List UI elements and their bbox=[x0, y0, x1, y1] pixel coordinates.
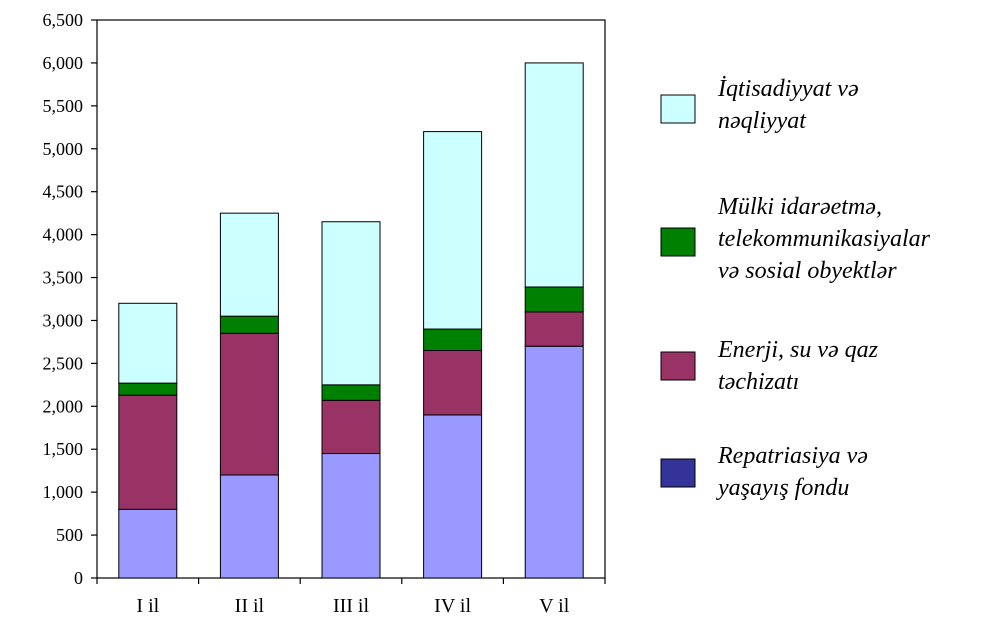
bar-segment bbox=[321, 399, 381, 455]
legend-item: Repatriasiya və yaşayış fondu bbox=[660, 443, 868, 501]
bar-segment bbox=[423, 350, 483, 416]
bar-segment bbox=[118, 508, 178, 579]
legend-label: təchizatı bbox=[718, 369, 799, 395]
legend-item: İqtisadiyyat və nəqliyyat bbox=[660, 76, 859, 134]
bar-segment bbox=[321, 453, 381, 579]
legend-item: Enerji, su və qaz təchizatı bbox=[660, 337, 879, 395]
bar-segment bbox=[118, 382, 178, 396]
bar-segment bbox=[219, 332, 279, 476]
y-tick-label: 4,000 bbox=[43, 225, 84, 245]
x-category-label: I il bbox=[136, 595, 159, 617]
y-tick-label: 6,500 bbox=[43, 10, 84, 30]
legend-item: Mülki idarəetmə, telekommunikasiyalar və s… bbox=[660, 194, 931, 284]
legend-swatch bbox=[660, 227, 696, 257]
bar-segment bbox=[219, 315, 279, 334]
y-axis: 0 500 1,000 1,500 2,000 2,500 3,000 3,500 4,000 4… bbox=[43, 10, 97, 588]
legend-label: İqtisadiyyat və bbox=[717, 76, 859, 102]
legend-label: Repatriasiya və bbox=[717, 443, 868, 469]
y-tick-label: 0 bbox=[74, 568, 83, 588]
bar-segment bbox=[321, 384, 381, 401]
y-tick-label: 1,500 bbox=[43, 439, 84, 459]
bar-segment bbox=[118, 302, 178, 384]
bar-segment bbox=[524, 345, 584, 579]
legend-swatch bbox=[660, 351, 696, 381]
bar-segment bbox=[423, 414, 483, 579]
y-tick-label: 2,000 bbox=[43, 396, 84, 416]
legend-swatch bbox=[660, 458, 696, 488]
bar-segment bbox=[524, 286, 584, 313]
y-tick-label: 6,000 bbox=[43, 53, 84, 73]
bar-segment bbox=[524, 62, 584, 288]
y-tick-label: 500 bbox=[56, 525, 83, 545]
y-tick-label: 5,500 bbox=[43, 96, 84, 116]
bar-segment bbox=[118, 394, 178, 510]
legend: İqtisadiyyat və nəqliyyat Mülki idarəetmə,… bbox=[660, 76, 931, 501]
plot-area: 0 500 1,000 1,500 2,000 2,500 3,000 3,500 4,000 4… bbox=[43, 10, 606, 617]
legend-label: və sosial obyektlər bbox=[718, 258, 897, 284]
y-tick-label: 3,500 bbox=[43, 268, 84, 288]
legend-label: Mülki idarəetmə, bbox=[717, 194, 882, 220]
y-tick-label: 5,000 bbox=[43, 139, 84, 159]
bar-segment bbox=[524, 311, 584, 347]
x-category-label: II il bbox=[235, 595, 265, 617]
bar-segment bbox=[423, 328, 483, 352]
x-category-label: IV il bbox=[434, 595, 471, 617]
y-tick-label: 1,000 bbox=[43, 482, 84, 502]
x-axis: I il II il III il IV il V il bbox=[96, 578, 606, 617]
legend-swatch bbox=[660, 94, 696, 124]
y-tick-label: 4,500 bbox=[43, 182, 84, 202]
y-tick-label: 3,000 bbox=[43, 310, 84, 330]
legend-label: telekommunikasiyalar bbox=[718, 226, 931, 252]
bar-segment bbox=[219, 212, 279, 317]
bar-segment bbox=[219, 474, 279, 579]
legend-label: nəqliyyat bbox=[718, 108, 807, 134]
bars bbox=[118, 62, 584, 579]
legend-label: yaşayış fondu bbox=[716, 475, 849, 501]
bar-segment bbox=[423, 131, 483, 330]
y-tick-label: 2,500 bbox=[43, 353, 84, 373]
x-category-label: III il bbox=[333, 595, 370, 617]
bar-segment bbox=[321, 221, 381, 386]
legend-label: Enerji, su və qaz bbox=[717, 337, 879, 363]
x-category-label: V il bbox=[539, 595, 570, 617]
